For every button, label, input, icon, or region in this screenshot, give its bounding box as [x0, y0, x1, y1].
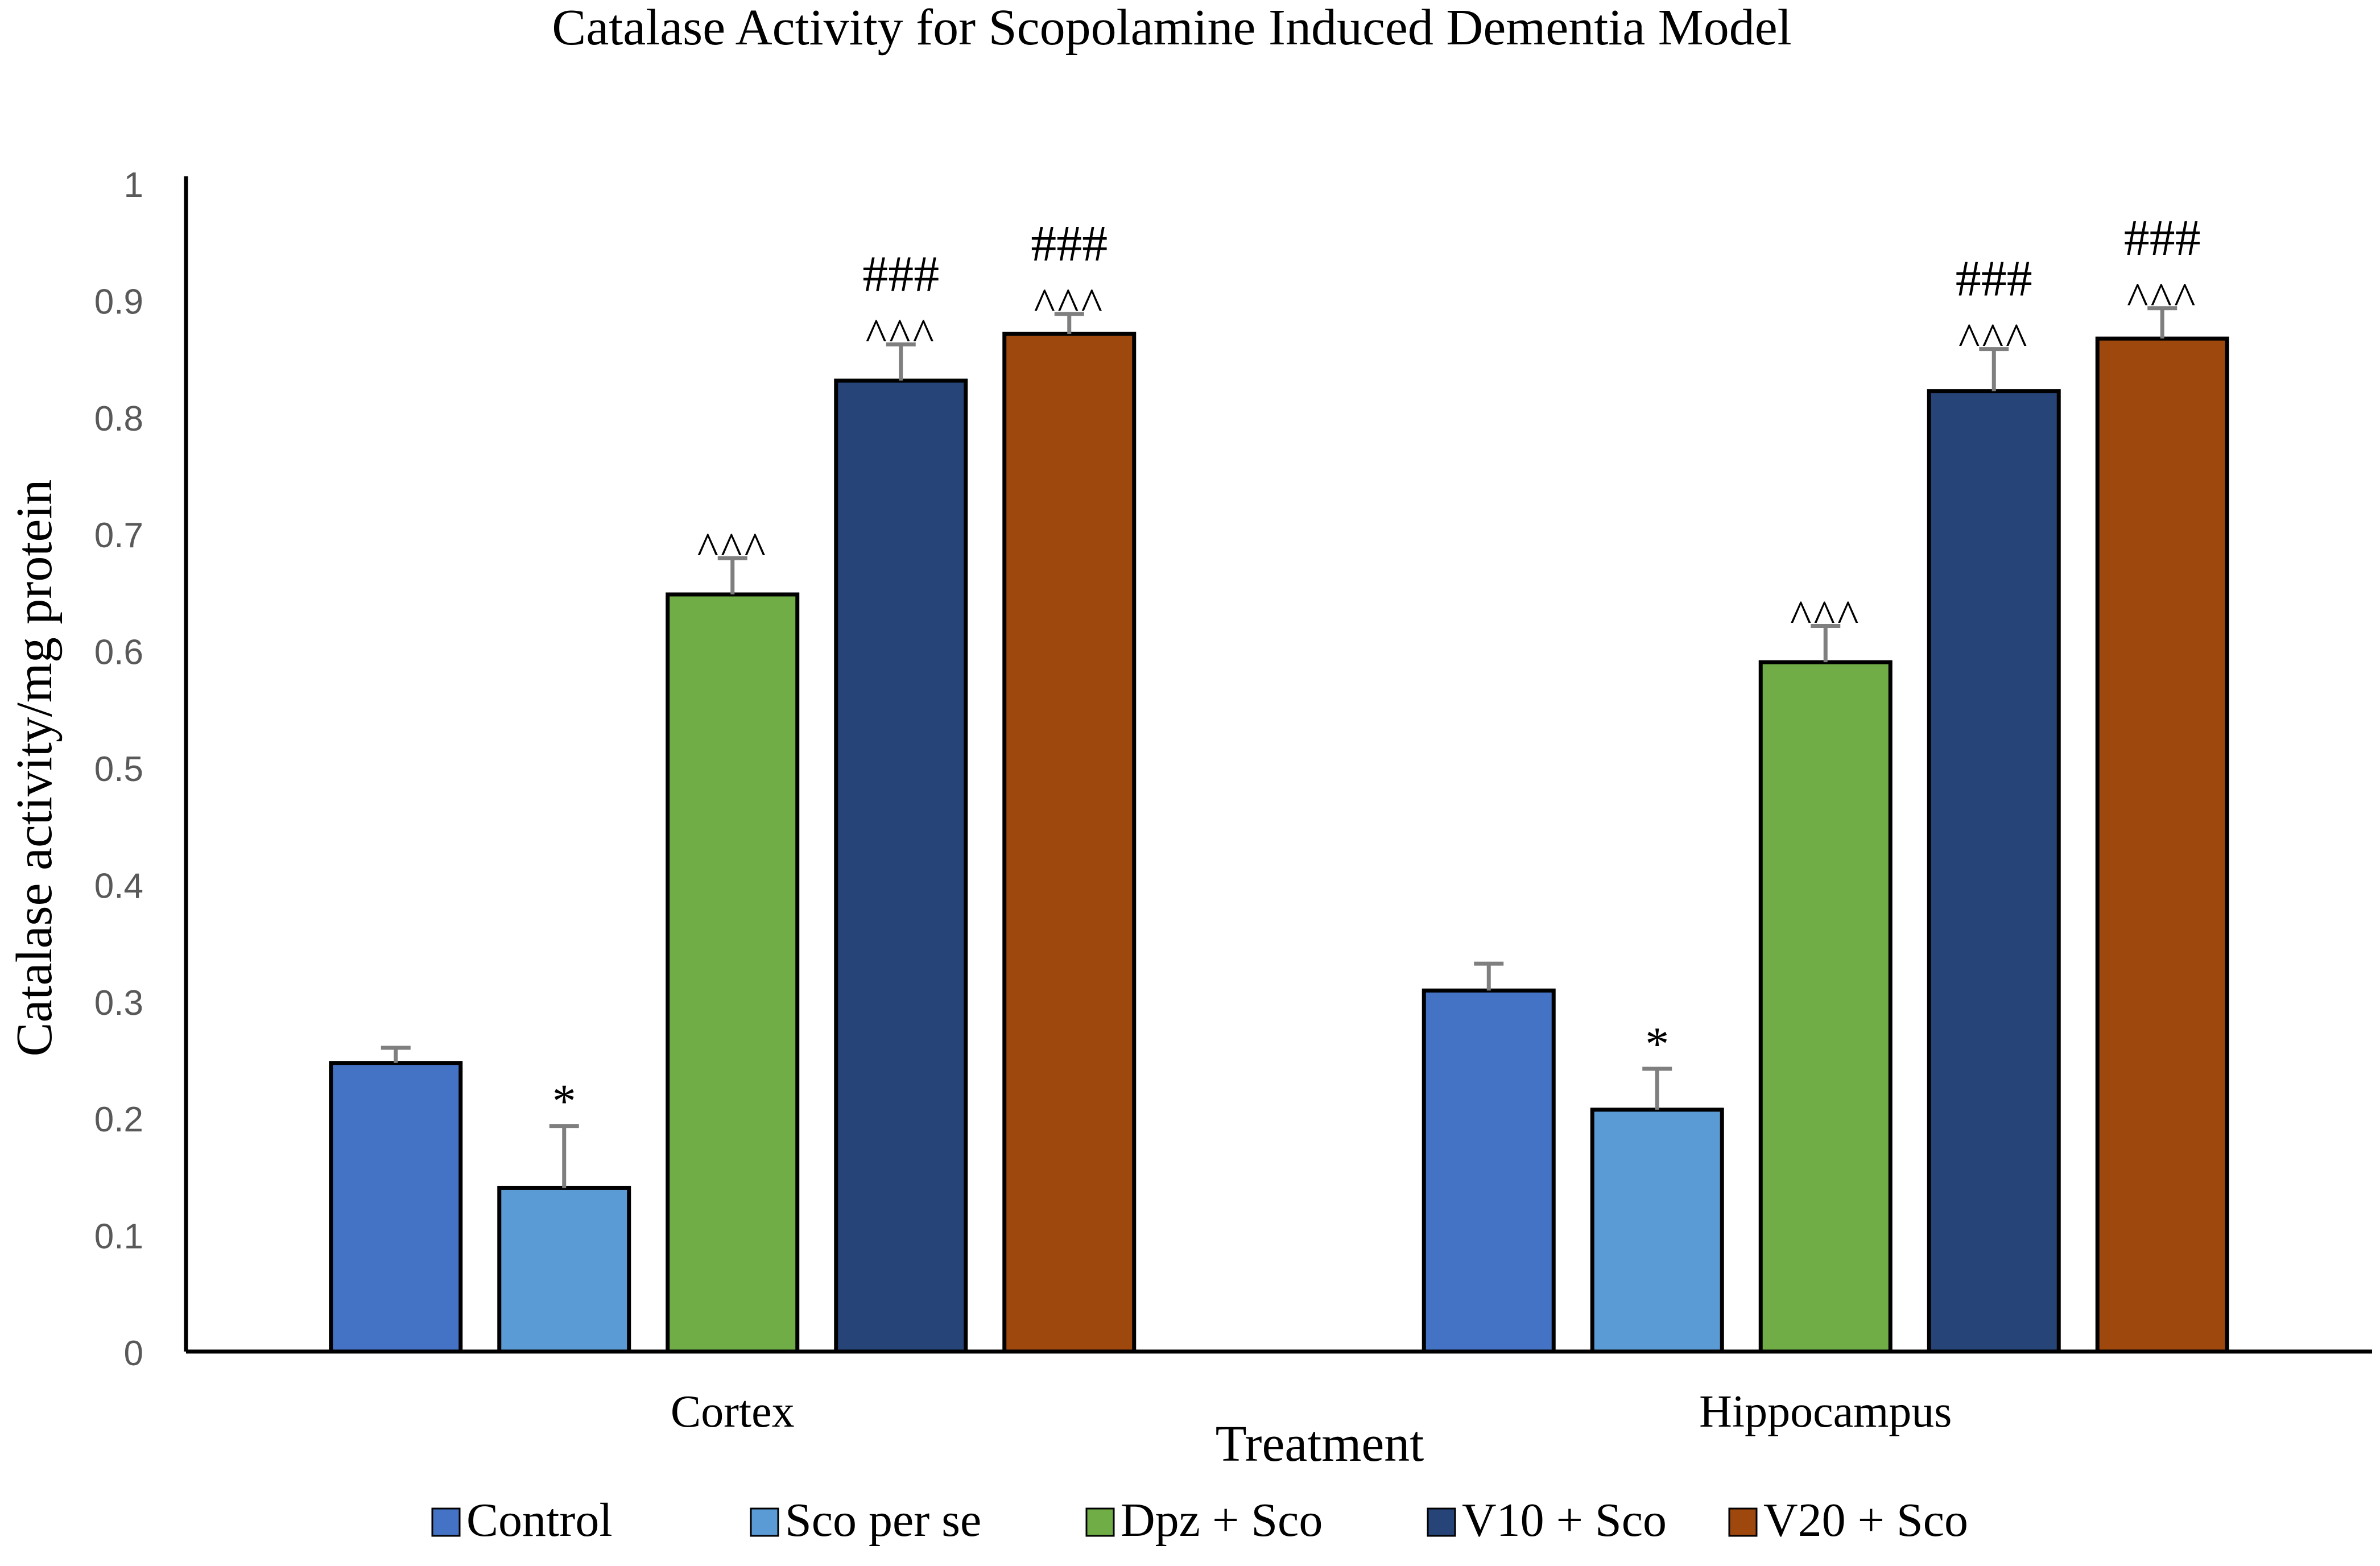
y-tick-label: 0.2	[94, 1100, 143, 1139]
bar	[666, 592, 800, 1354]
x-axis-label: Treatment	[1216, 1416, 1424, 1472]
legend-label: V20 + Sco	[1763, 1494, 1968, 1547]
bar	[329, 1061, 463, 1354]
y-tick-label: 0	[124, 1334, 143, 1373]
significance-label: ^^^	[1958, 315, 2030, 365]
significance-label: ^^^	[1790, 592, 1861, 642]
y-tick-label: 1	[124, 166, 143, 205]
y-tick-label: 0.1	[94, 1217, 143, 1257]
legend-swatch	[750, 1507, 779, 1537]
legend-label: V10 + Sco	[1462, 1494, 1667, 1547]
y-tick-label: 0.6	[94, 633, 143, 672]
significance-label: ###	[1956, 251, 2032, 307]
y-tick-label: 0.3	[94, 984, 143, 1023]
bar	[834, 378, 968, 1354]
y-tick-label: 0.7	[94, 516, 143, 555]
significance-label: ###	[1031, 216, 1108, 272]
legend-label: Sco per se	[785, 1494, 981, 1547]
legend-swatch	[431, 1507, 461, 1537]
x-category-label: Hippocampus	[1699, 1387, 1952, 1437]
y-tick-label: 0.4	[94, 866, 143, 906]
bar	[1590, 1108, 1724, 1354]
bar	[1927, 389, 2061, 1354]
significance-label: ^^^	[697, 524, 768, 574]
legend-label: Dpz + Sco	[1121, 1494, 1323, 1547]
bar	[2095, 336, 2229, 1354]
bar	[497, 1185, 631, 1354]
x-category-label: Cortex	[671, 1387, 795, 1437]
chart-title: Catalase Activity for Scopolamine Induce…	[552, 0, 1791, 56]
significance-label: ^^^	[865, 310, 936, 360]
legend-label: Control	[466, 1494, 613, 1547]
significance-label: ^^^	[1034, 280, 1105, 330]
y-tick-label: 0.5	[94, 750, 143, 789]
significance-label: *	[1645, 1018, 1669, 1071]
significance-label: *	[552, 1075, 576, 1128]
legend-swatch	[1085, 1507, 1115, 1537]
bar	[1002, 332, 1137, 1354]
legend-swatch	[1427, 1507, 1456, 1537]
significance-label: ###	[862, 246, 939, 302]
significance-label: ^^^	[2127, 274, 2198, 324]
significance-label: ###	[2124, 210, 2201, 266]
y-tick-label: 0.9	[94, 282, 143, 321]
y-tick-label: 0.8	[94, 399, 143, 439]
bar	[1422, 988, 1556, 1354]
y-axis-label: Catalase activity/mg protein	[6, 480, 63, 1057]
legend-swatch	[1728, 1507, 1758, 1537]
bar	[1758, 660, 1893, 1354]
